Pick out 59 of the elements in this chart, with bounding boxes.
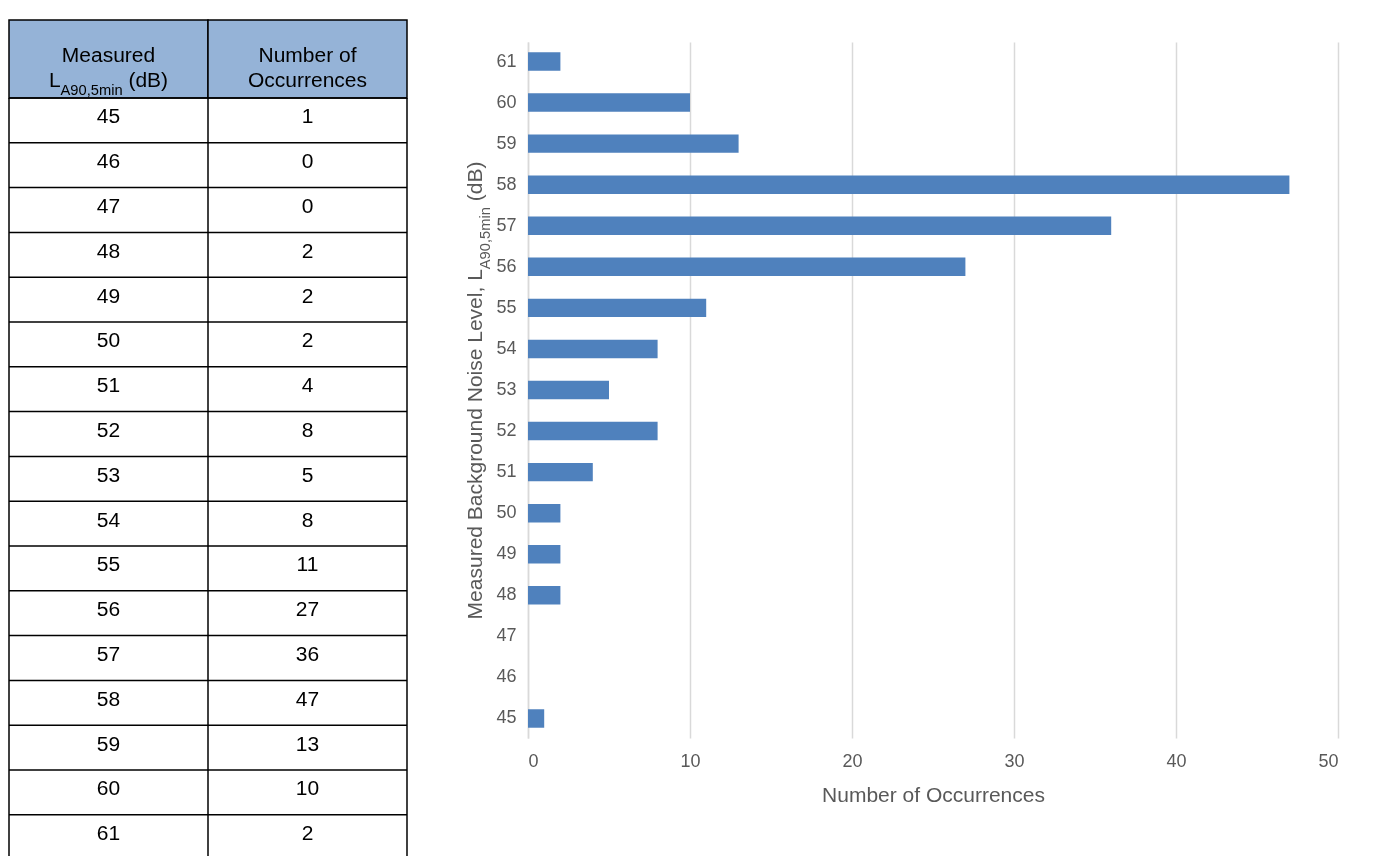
- y-tick-label: 45: [496, 707, 517, 728]
- y-tick-label: 55: [496, 296, 517, 317]
- x-tick-label: 20: [842, 750, 863, 771]
- y-tick-label: 47: [496, 625, 517, 646]
- y-tick-label: 57: [496, 214, 517, 235]
- data-label: 4: [301, 373, 314, 397]
- data-label: 8: [301, 418, 314, 441]
- x-tick-label: 50: [1318, 750, 1339, 771]
- y-tick-label: 52: [96, 418, 121, 441]
- y-tick-label: 47: [96, 194, 121, 217]
- y-tick-label: 53: [496, 379, 517, 399]
- y-tick-label: 58: [96, 686, 121, 710]
- y-tick-label: 51: [96, 373, 121, 397]
- y-tick-label: 58: [496, 173, 517, 194]
- y-tick-label: 49: [496, 543, 517, 564]
- data-label: 2: [301, 238, 314, 262]
- y-tick-label: 46: [96, 149, 121, 173]
- y-tick-label: 46: [496, 666, 517, 687]
- data-label: 27: [295, 597, 320, 621]
- data-label: 2: [301, 283, 314, 307]
- y-tick-label: 54: [96, 507, 121, 531]
- y-tick-label: 55: [96, 552, 121, 576]
- y-tick-label: 61: [496, 50, 517, 71]
- data-label: 1: [301, 104, 314, 128]
- data-label: 47: [295, 686, 320, 710]
- y-tick-label: 60: [496, 91, 517, 112]
- data-label: 8: [301, 507, 314, 531]
- data-label: 11: [296, 552, 319, 576]
- y-tick-label: 48: [96, 238, 121, 262]
- data-label: 2: [301, 821, 314, 845]
- y-tick-label: 48: [496, 584, 517, 605]
- y-tick-label: 51: [496, 461, 517, 482]
- y-tick-label: 54: [496, 337, 517, 358]
- y-tick-label: 53: [96, 462, 121, 486]
- data-label: 10: [295, 776, 320, 800]
- y-tick-label: 45: [96, 104, 121, 128]
- x-tick-label: 0: [528, 750, 539, 771]
- y-tick-label: 60: [96, 776, 121, 800]
- y-tick-label: 50: [96, 328, 121, 352]
- data-label: 36: [295, 642, 320, 665]
- y-tick-label: 56: [96, 597, 121, 621]
- y-tick-label: 61: [96, 821, 121, 845]
- y-tick-label: 56: [496, 255, 517, 276]
- y-tick-label: 57: [96, 642, 121, 665]
- data-label: 13: [295, 731, 320, 755]
- y-tick-label: 59: [96, 731, 121, 755]
- x-tick-label: 30: [1004, 750, 1025, 771]
- x-axis-title: Number of Occurrences: [822, 782, 1045, 806]
- y-tick-label: 50: [496, 502, 517, 523]
- data-label: 0: [301, 149, 314, 173]
- y-tick-label: 49: [96, 283, 121, 307]
- data-label: 0: [301, 194, 314, 217]
- x-tick-label: 40: [1166, 750, 1187, 771]
- data-label: 5: [301, 462, 314, 486]
- data-label: 2: [301, 328, 314, 352]
- y-tick-label: 59: [496, 132, 517, 153]
- y-axis-title: Measured L$_{A90,5min}$ (dB): [48, 43, 169, 98]
- y-tick-label: 52: [496, 420, 517, 441]
- x-tick-label: 10: [680, 750, 701, 771]
